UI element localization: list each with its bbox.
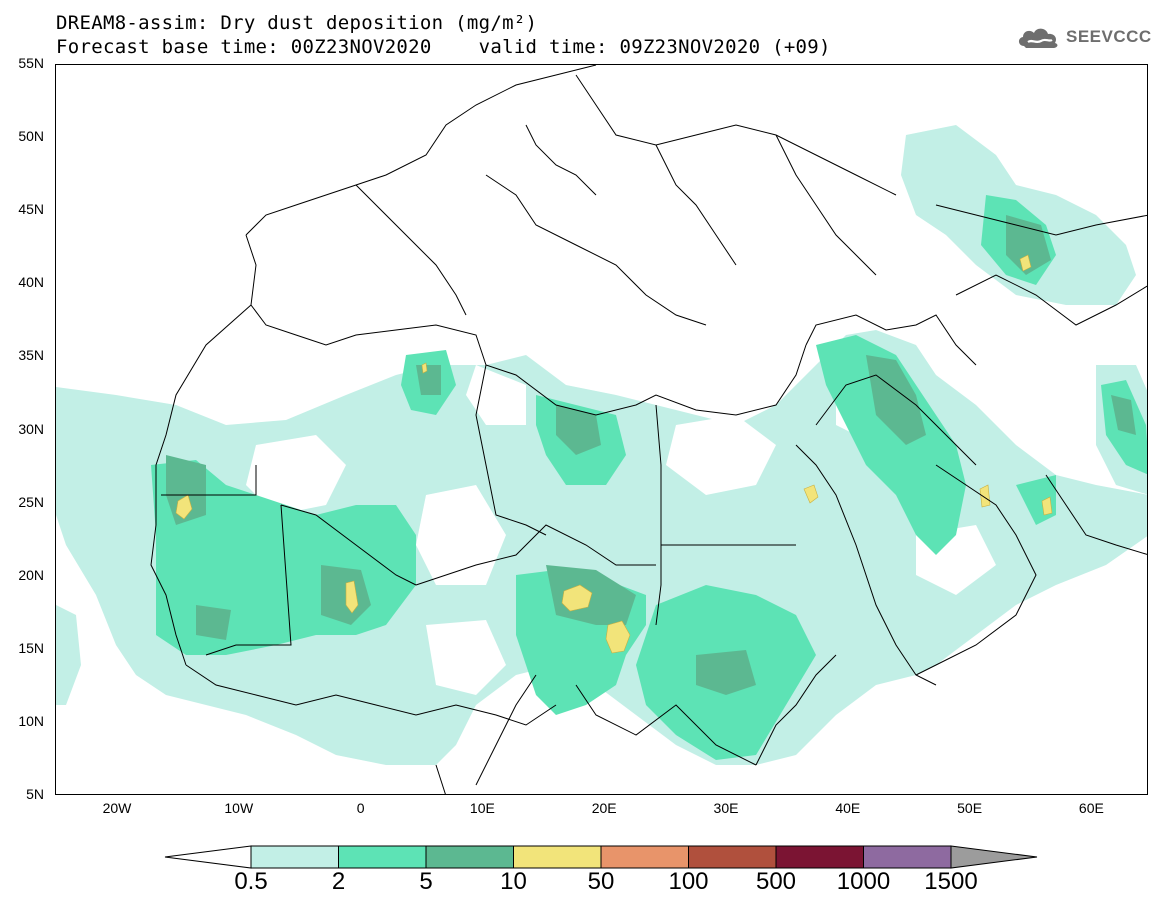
map-title: DREAM8-assim: Dry dust deposition (mg/m²…: [56, 12, 538, 34]
legend-label: 5: [419, 868, 433, 895]
lon-label: 20W: [102, 800, 132, 816]
legend-swatch: [688, 845, 777, 869]
lat-label: 10N: [18, 712, 44, 729]
dust-level-10: [175, 254, 1053, 654]
lat-label: 25N: [18, 493, 44, 510]
lat-label: 35N: [18, 347, 44, 364]
legend-label: 0.5: [234, 868, 268, 895]
legend-label: 1500: [924, 868, 978, 895]
legend-label: 500: [755, 868, 797, 895]
lat-label: 55N: [18, 55, 44, 71]
lat-label: 50N: [18, 128, 44, 145]
lon-label: 30E: [713, 800, 739, 816]
lat-label: 5N: [26, 786, 44, 802]
logo-wordmark: SEEVCCC: [1066, 27, 1152, 46]
lat-label: 40N: [18, 274, 44, 291]
forecast-time-subtitle: Forecast base time: 00Z23NOV2020 valid t…: [56, 36, 831, 58]
lon-label: 0: [356, 800, 365, 816]
legend-swatch: [513, 845, 602, 869]
legend-over-arrow: [950, 845, 1038, 869]
dust-deposition-map: [56, 65, 1147, 794]
lon-label: 10W: [224, 800, 254, 816]
lat-label: 45N: [18, 201, 44, 218]
legend-label: 1000: [836, 868, 891, 895]
lon-label: 50E: [957, 800, 983, 816]
lon-label: 10E: [469, 800, 495, 816]
lon-label: 60E: [1078, 800, 1104, 816]
legend-swatch: [600, 845, 689, 869]
legend-label: 100: [668, 868, 709, 895]
legend-swatch: [863, 845, 952, 869]
legend-label: 50: [587, 868, 615, 895]
lat-label: 30N: [18, 420, 44, 437]
lon-label: 20E: [591, 800, 617, 816]
color-legend: [164, 845, 1038, 869]
lat-label: 15N: [18, 639, 44, 656]
legend-swatch: [250, 845, 339, 869]
lat-label: 20N: [18, 566, 44, 583]
cloud-icon: [1018, 28, 1058, 48]
legend-label: 2: [331, 868, 346, 895]
country-borders: [150, 65, 1147, 794]
legend-swatch: [338, 845, 427, 869]
seevccc-logo: SEEVCCC: [1016, 24, 1152, 50]
lon-label: 40E: [835, 800, 861, 816]
legend-label: 10: [500, 868, 527, 895]
map-panel: [55, 64, 1148, 795]
legend-swatch: [775, 845, 864, 869]
legend-under-arrow: [164, 845, 252, 869]
legend-swatch: [425, 845, 514, 869]
